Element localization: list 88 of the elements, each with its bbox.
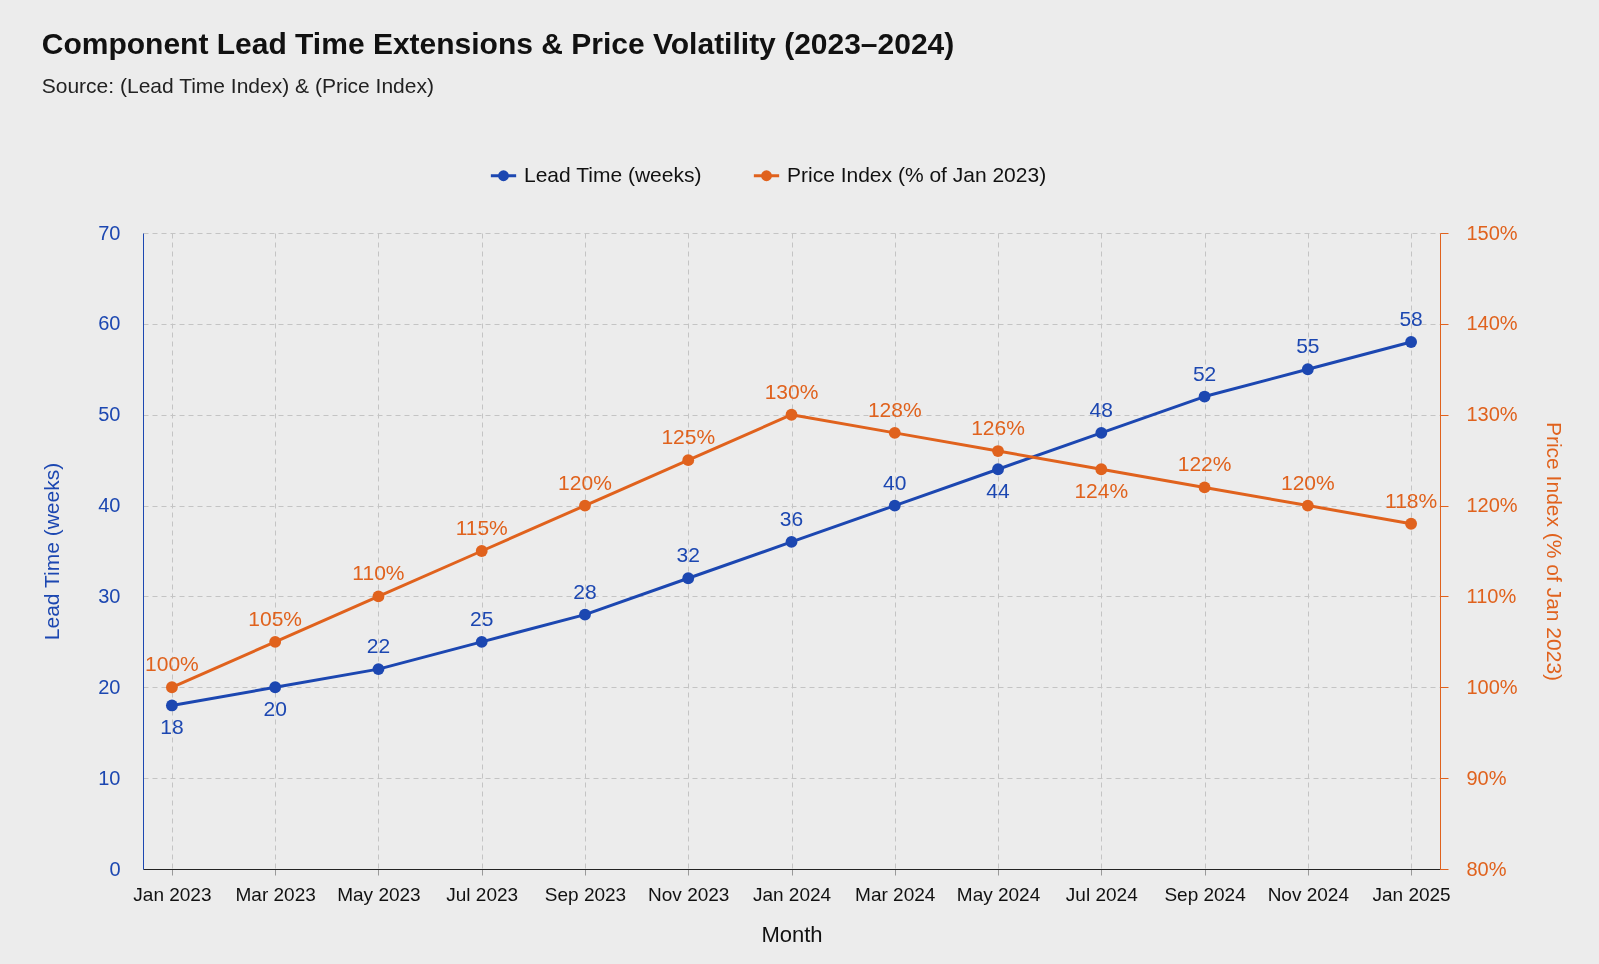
point [475, 545, 488, 557]
y2-tick-label: 110% [1466, 584, 1517, 607]
point [1198, 481, 1211, 494]
y2-tick-label: 140% [1466, 312, 1518, 335]
x-tick-label: May 2023 [337, 883, 421, 905]
x-tick-label: Jan 2024 [752, 883, 832, 905]
x-tick-label: Jul 2024 [1065, 883, 1139, 905]
point [1095, 463, 1108, 476]
data-label: 48 [1089, 397, 1113, 421]
data-label: 20 [263, 697, 287, 721]
point [1301, 499, 1314, 512]
point [372, 590, 385, 603]
point [992, 445, 1004, 457]
point [166, 681, 178, 694]
point [1095, 426, 1108, 439]
point [166, 699, 178, 712]
x-axis-title: Month [761, 921, 823, 947]
data-label: 110% [352, 561, 405, 585]
point [1301, 363, 1314, 376]
source-note: Source: (Lead Time Index) & (Price Index) [41, 74, 434, 97]
y-tick-label: 70 [98, 221, 121, 244]
y-tick-label: 20 [98, 675, 121, 698]
data-label: 58 [1399, 307, 1423, 331]
point [372, 663, 385, 676]
x-tick-label: May 2024 [956, 883, 1041, 905]
y-tick-label: 40 [98, 494, 121, 517]
y-tick-label: 50 [98, 403, 121, 426]
y2-tick-label: 130% [1466, 403, 1518, 426]
data-label: 120% [558, 470, 612, 494]
data-label: 120% [1280, 470, 1335, 494]
x-tick-label: Sep 2024 [1164, 883, 1247, 905]
data-label: 128% [867, 397, 922, 421]
x-tick-label: Nov 2024 [1267, 883, 1350, 905]
y-tick-label: 10 [98, 766, 121, 789]
data-label: 124% [1074, 479, 1129, 503]
x-tick-label: Jan 2023 [133, 883, 212, 905]
point [579, 499, 591, 512]
point [269, 635, 282, 648]
point [888, 426, 901, 439]
legend-label: Lead Time (weeks) [524, 162, 702, 186]
point [1405, 517, 1417, 530]
data-label: 115% [455, 516, 508, 539]
y2-axis-title: Price Index (% of Jan 2023) [1542, 421, 1566, 682]
data-label: 28 [573, 579, 597, 603]
data-label: 36 [779, 506, 804, 530]
y2-tick-label: 80% [1466, 857, 1507, 880]
data-label: 100% [145, 652, 199, 676]
data-label: 122% [1177, 452, 1232, 476]
data-label: 40 [883, 470, 907, 494]
data-label: 55 [1296, 334, 1320, 358]
point [1405, 336, 1417, 348]
data-label: 52 [1192, 361, 1217, 385]
y2-tick-label: 150% [1466, 221, 1518, 244]
point [682, 572, 695, 585]
point [579, 608, 591, 621]
data-label: 105% [248, 606, 303, 630]
data-label: 25 [470, 606, 494, 630]
y-tick-label: 60 [98, 312, 121, 335]
x-tick-label: Mar 2023 [235, 883, 316, 905]
x-tick-label: Nov 2023 [648, 883, 730, 905]
x-tick-label: Sep 2023 [544, 883, 627, 905]
point [1198, 390, 1211, 403]
y-tick-label: 30 [98, 584, 121, 607]
legend-label: Price Index (% of Jan 2023) [787, 162, 1047, 186]
x-tick-label: Mar 2024 [855, 883, 936, 905]
data-label: 125% [661, 425, 716, 449]
data-label: 130% [764, 379, 819, 403]
x-tick-label: Jul 2023 [446, 883, 519, 905]
data-label: 118% [1385, 488, 1438, 512]
point [269, 681, 282, 694]
point [785, 536, 798, 548]
data-label: 22 [366, 634, 391, 658]
x-tick-label: Jan 2025 [1372, 883, 1451, 905]
y-axis-title: Lead Time (weeks) [40, 462, 64, 641]
point [888, 499, 901, 512]
point [785, 408, 798, 421]
data-label: 18 [160, 715, 184, 739]
point [992, 463, 1004, 476]
point [475, 635, 488, 648]
y2-tick-label: 120% [1466, 494, 1518, 517]
y-tick-label: 0 [109, 857, 121, 880]
chart-title: Component Lead Time Extensions & Price Volatility (2023–2024) [41, 27, 955, 60]
y2-tick-label: 100% [1466, 675, 1518, 698]
data-label: 32 [676, 543, 700, 567]
data-label: 44 [986, 479, 1011, 503]
point [682, 454, 695, 467]
y2-tick-label: 90% [1466, 766, 1507, 789]
data-label: 126% [971, 416, 1025, 440]
